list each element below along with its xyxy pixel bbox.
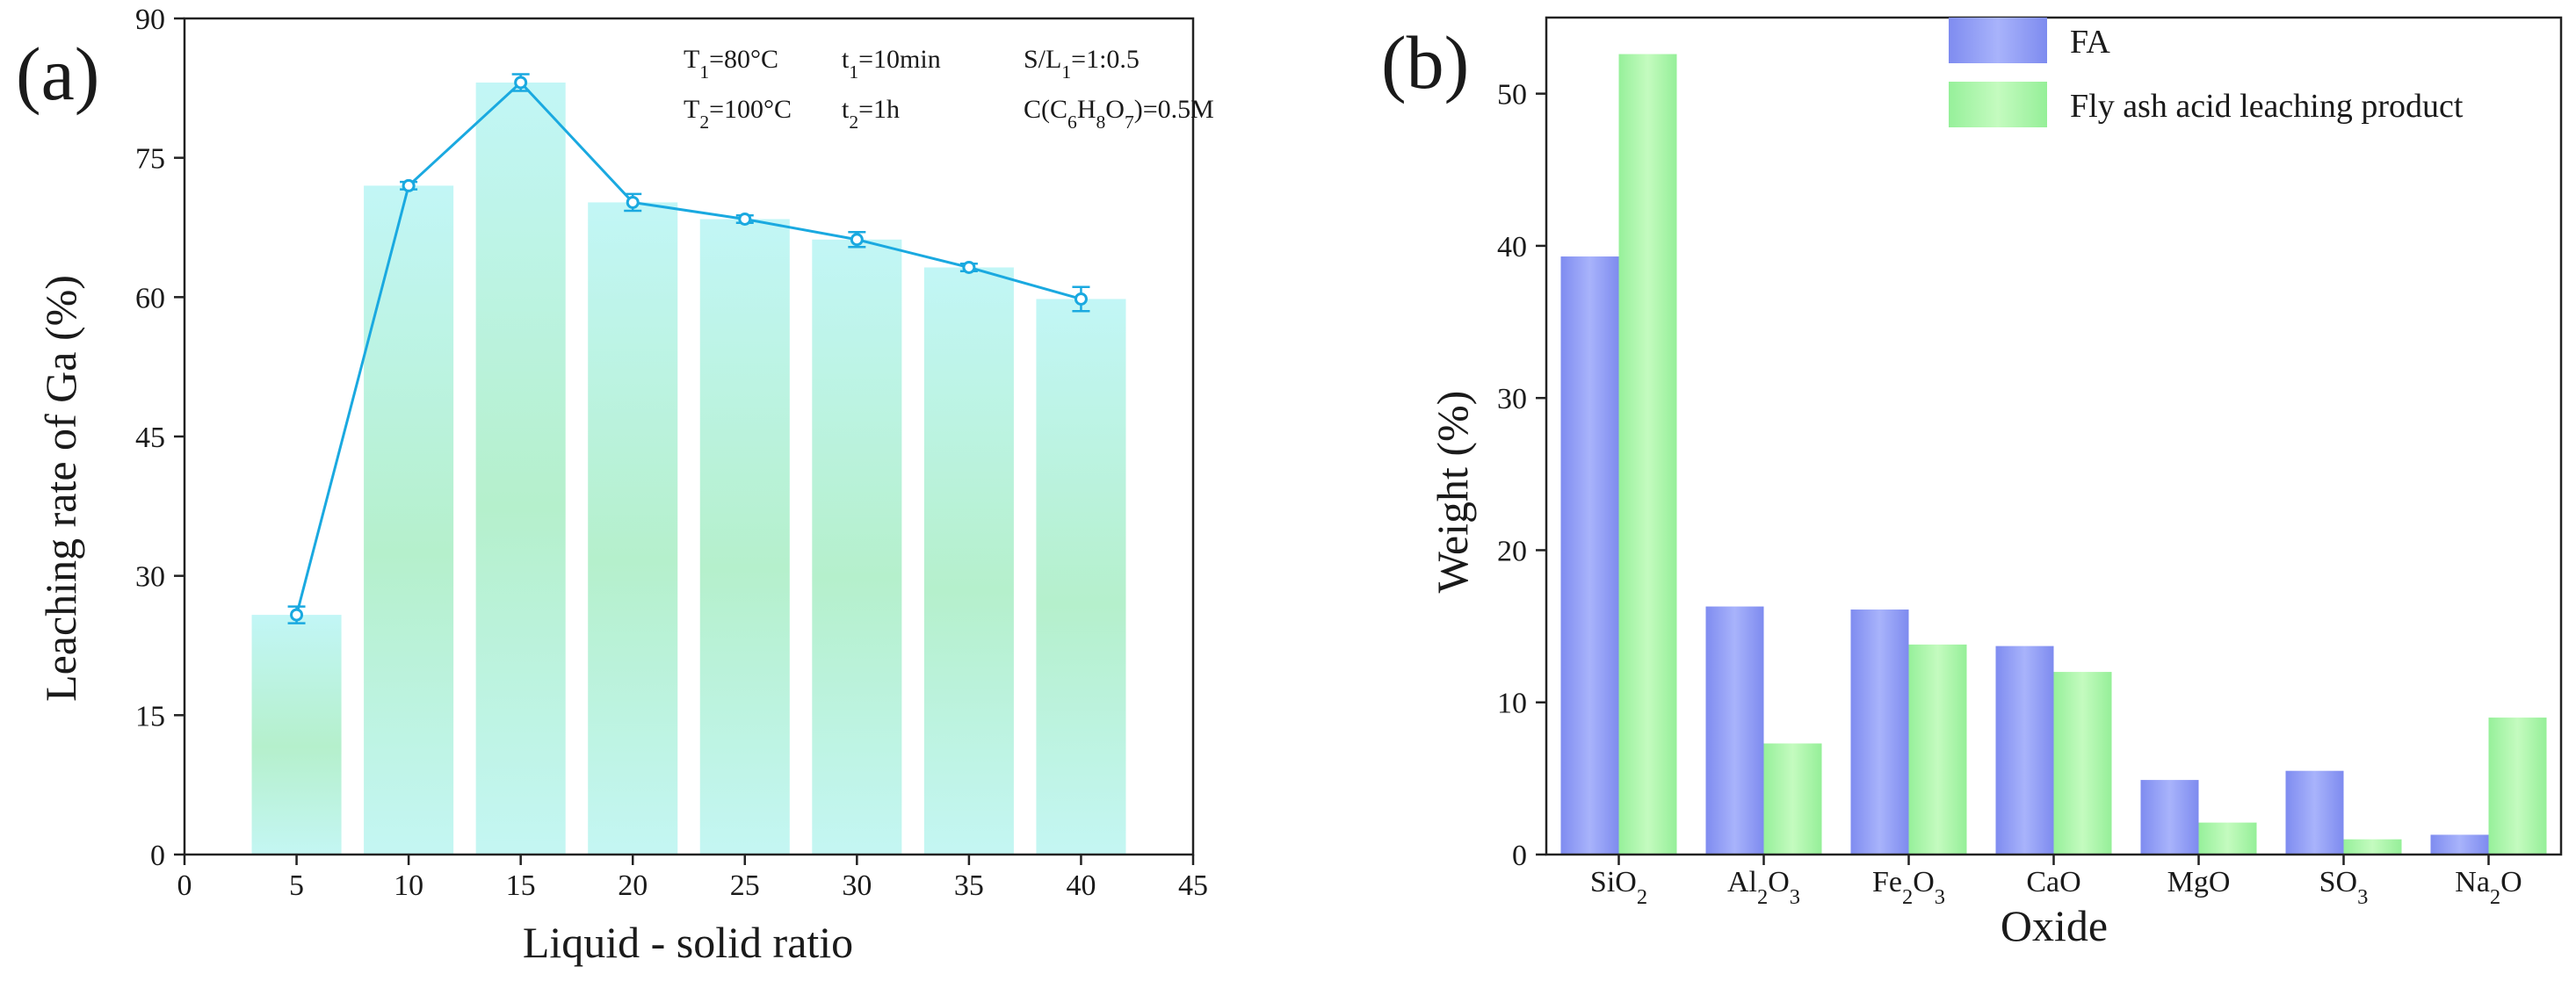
panel-a-y-axis-title: Leaching rate of Ga (%) xyxy=(36,275,85,702)
panel-b-bar xyxy=(1618,54,1677,855)
panel-a-condition-note: T2=100°C xyxy=(684,95,792,133)
panel-b-bar xyxy=(2198,822,2257,855)
panel-a-y-tick-label: 0 xyxy=(150,840,165,872)
panel-a-x-tick-label: 0 xyxy=(177,869,192,902)
panel-b-bar xyxy=(2140,780,2199,855)
panel-a-x-tick-label: 10 xyxy=(394,869,423,902)
panel-a-bar xyxy=(364,185,454,855)
panel-a-x-tick-label: 25 xyxy=(730,869,760,902)
panel-b-y-axis-title: Weight (%) xyxy=(1428,391,1477,594)
panel-a-bar xyxy=(475,82,566,855)
panel-b-bar xyxy=(1763,743,1822,855)
panel-b-y-tick-label: 40 xyxy=(1497,231,1527,263)
panel-b-plot-frame xyxy=(1545,16,2563,856)
panel-b-x-tick-label: SiO2 xyxy=(1590,866,1647,909)
panel-a-bar xyxy=(1036,299,1126,855)
panel-a-x-tick-label: 15 xyxy=(506,869,536,902)
panel-b-bar xyxy=(1560,256,1619,855)
panel-b-x-axis-title: Oxide xyxy=(2001,901,2108,950)
panel-a-y-tick-label: 90 xyxy=(135,4,165,36)
panel-a-data-point xyxy=(290,608,304,622)
panel-a-condition-note: C(C6H8O7)=0.5M xyxy=(1024,95,1214,133)
panel-a-y-tick-label: 45 xyxy=(135,422,165,454)
panel-b-x-tick-label: Al2O3 xyxy=(1727,866,1800,909)
panel-a-data-point xyxy=(626,195,640,209)
panel-a-x-tick-label: 20 xyxy=(618,869,648,902)
panel-b-x-tick-label: Fe2O3 xyxy=(1872,866,1945,909)
panel-b-bar xyxy=(2053,672,2112,855)
panel-b-bar xyxy=(2430,834,2489,855)
panel-a-x-tick-label: 35 xyxy=(954,869,984,902)
panel-a-x-axis-title: Liquid - solid ratio xyxy=(523,918,853,967)
panel-b-legend-label: FA xyxy=(2070,24,2110,61)
panel-a-data-point xyxy=(738,212,752,226)
panel-b-bar xyxy=(1850,610,1909,855)
panel-b-y-tick-label: 0 xyxy=(1512,840,1527,872)
panel-a-condition-note: t2=1h xyxy=(842,95,900,133)
panel-b-y-tick-label: 10 xyxy=(1497,688,1527,720)
panel-a-y-tick-label: 15 xyxy=(135,700,165,732)
panel-a-x-tick-label: 5 xyxy=(289,869,304,902)
panel-b-bar xyxy=(1908,644,1967,855)
panel-a-x-tick-label: 45 xyxy=(1178,869,1208,902)
panel-a-data-point xyxy=(402,178,416,192)
panel-a-letter: (a) xyxy=(16,32,99,116)
panel-b-x-tick-label: SO3 xyxy=(2319,866,2369,909)
panel-a-bar xyxy=(923,267,1014,855)
panel-a-condition-note: t1=10min xyxy=(842,45,941,83)
panel-b-legend-label: Fly ash acid leaching product xyxy=(2070,88,2464,125)
panel-b-bar xyxy=(1705,606,1764,855)
panel-a-data-point xyxy=(1074,292,1088,306)
panel-b-bar xyxy=(2488,718,2547,855)
panel-a-data-point xyxy=(514,76,528,90)
panel-a-bar xyxy=(588,202,678,855)
panel-b-bar xyxy=(2285,770,2344,855)
panel-a-condition-note: T1=80°C xyxy=(684,45,778,83)
panel-a-x-tick-label: 40 xyxy=(1066,869,1096,902)
panel-a-y-tick-label: 30 xyxy=(135,561,165,594)
panel-a-y-tick-label: 75 xyxy=(135,143,165,176)
panel-a-x-tick-label: 30 xyxy=(842,869,872,902)
panel-a-data-point xyxy=(850,233,864,247)
panel-a: (a) 0 5 10 15 20 25 30 35 40 45 0 15 30 45 60 75 90 T1=8… xyxy=(16,4,1214,967)
panel-b-x-tick-label: Na2O xyxy=(2455,866,2522,909)
panel-a-condition-note: S/L1=1:0.5 xyxy=(1024,45,1140,83)
panel-a-series-line xyxy=(295,80,1082,616)
panel-b-legend-swatch xyxy=(1949,18,2047,63)
panel-b-y-tick-label: 20 xyxy=(1497,535,1527,567)
panel-b-bar xyxy=(2343,839,2402,855)
panel-a-bar xyxy=(812,239,902,855)
panel-b-letter: (b) xyxy=(1381,20,1469,105)
panel-a-data-point xyxy=(962,260,976,274)
panel-b-x-tick-label: CaO xyxy=(2026,866,2080,898)
panel-b: (b) SiO2 Al2O3 Fe2O3 CaO MgO SO3 Na2O 0 10 20 30 40… xyxy=(1381,16,2563,950)
panel-b-y-tick-label: 50 xyxy=(1497,79,1527,112)
panel-b-y-tick-label: 30 xyxy=(1497,383,1527,415)
panel-a-bar xyxy=(251,615,342,855)
panel-b-bar xyxy=(1995,646,2054,855)
panel-a-bar xyxy=(699,219,790,855)
panel-a-y-tick-label: 60 xyxy=(135,282,165,314)
panel-b-legend-swatch xyxy=(1949,82,2047,127)
panel-b-x-tick-label: MgO xyxy=(2167,866,2231,898)
